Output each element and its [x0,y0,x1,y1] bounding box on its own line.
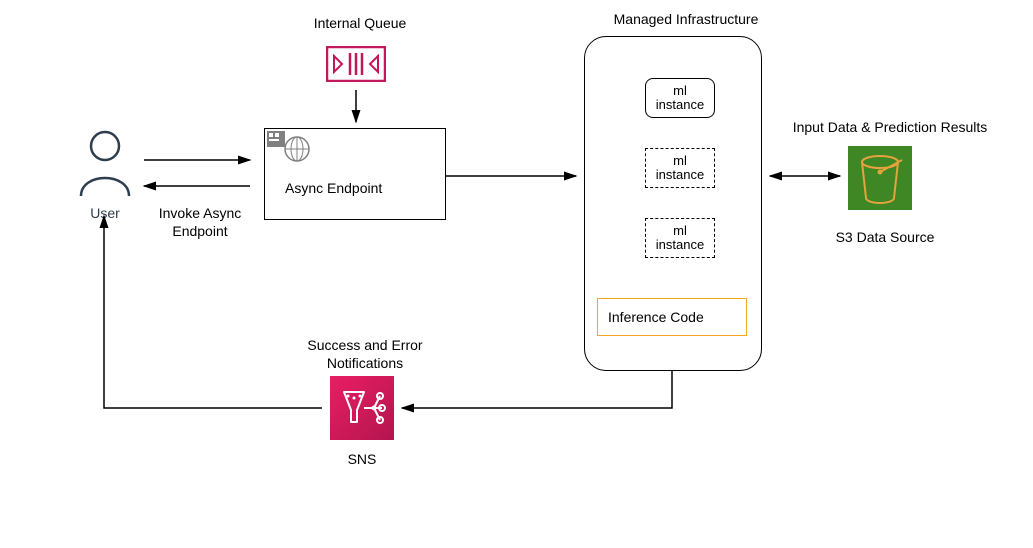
endpoint-corner-icon [267,131,311,167]
ml-instance-1: ml instance [645,78,715,118]
arrow-sns-to-user [104,216,322,408]
sns-icon [330,376,394,440]
success-error-label: Success and Error Notifications [280,336,450,372]
arrows-layer [0,0,1033,548]
async-endpoint-box: Async Endpoint [264,128,446,220]
internal-queue-label: Internal Queue [300,14,420,32]
ml-instance-3: ml instance [645,218,715,258]
ml-instance-2: ml instance [645,148,715,188]
inference-code-box: Inference Code [597,298,747,336]
queue-icon [326,46,386,82]
invoke-label: Invoke Async Endpoint [140,204,260,240]
arrow-infra-to-sns [402,371,672,408]
managed-infra-label: Managed Infrastructure [586,10,786,28]
input-data-label: Input Data & Prediction Results [780,118,1000,136]
async-endpoint-label: Async Endpoint [285,179,425,197]
s3-icon [848,146,912,210]
s3-label: S3 Data Source [820,228,950,246]
user-icon [75,128,135,198]
sns-label: SNS [330,450,394,468]
user-label: User [75,204,135,222]
